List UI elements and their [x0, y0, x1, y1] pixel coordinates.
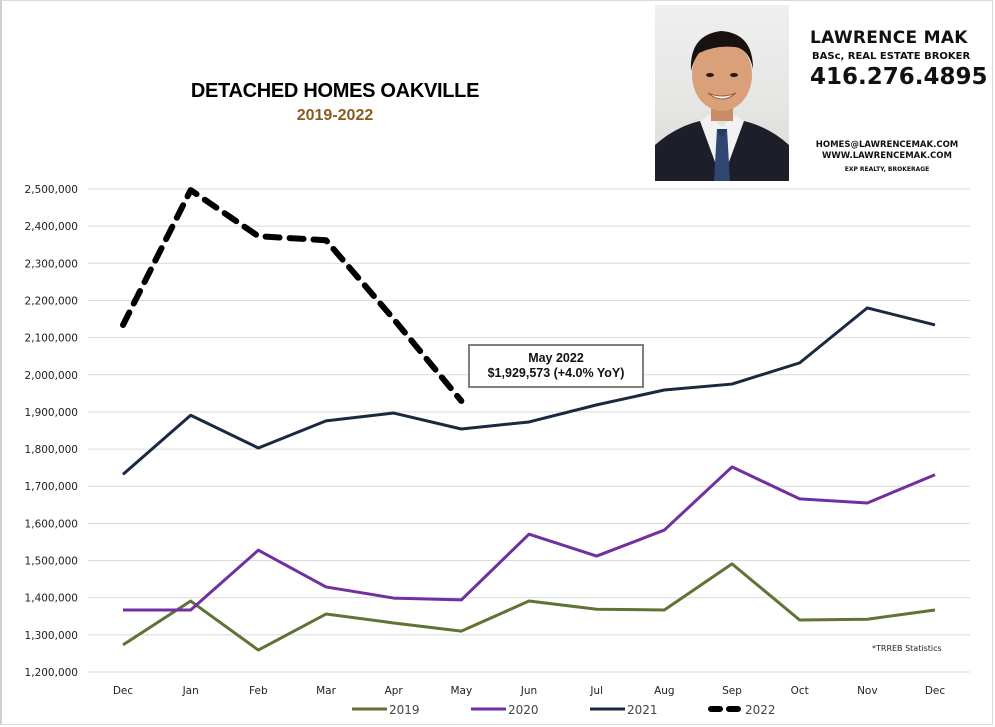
x-axis-ticks: Dec Jan Feb Mar Apr May Jun Jul Aug Sep Oct Nov Dec: [113, 685, 946, 697]
x-tick-label: Jun: [520, 685, 537, 697]
y-tick-label: 2,500,000: [25, 184, 78, 196]
y-tick-label: 1,500,000: [25, 556, 78, 568]
y-tick-label: 2,100,000: [25, 333, 78, 345]
series-line-2020: [123, 465, 936, 612]
legend: 2019 2020 2021 2022: [352, 703, 776, 717]
y-tick-label: 1,700,000: [25, 481, 78, 493]
y-tick-label: 1,200,000: [25, 667, 78, 679]
y-tick-label: 1,900,000: [25, 407, 78, 419]
x-tick-label: Dec: [113, 685, 134, 697]
agent-website: WWW.LAWRENCEMAK.COM: [822, 151, 952, 161]
agent-brokerage: EXP REALTY, BROKERAGE: [844, 166, 930, 173]
gridlines: [88, 188, 970, 673]
x-tick-label: Sep: [722, 685, 742, 697]
x-tick-label: Jan: [182, 685, 199, 697]
x-tick-label: Dec: [925, 685, 946, 697]
agent-photo: [655, 5, 789, 181]
legend-label-2022: 2022: [745, 703, 776, 717]
agent-card: LAWRENCE MAK BASc, REAL ESTATE BROKER 41…: [652, 2, 992, 182]
y-tick-label: 2,400,000: [25, 221, 78, 233]
source-note: *TRREB Statistics: [872, 644, 942, 653]
may-2022-callout: May 2022 $1,929,573 (+4.0% YoY): [468, 344, 644, 388]
y-tick-label: 2,000,000: [25, 370, 78, 382]
series-line-2019: [122, 562, 936, 652]
y-tick-label: 1,800,000: [25, 444, 78, 456]
agent-email: HOMES@LAWRENCEMAK.COM: [815, 140, 959, 150]
x-tick-label: Jul: [589, 685, 603, 697]
agent-role: BASc, REAL ESTATE BROKER: [812, 51, 971, 62]
legend-label-2019: 2019: [389, 703, 420, 717]
y-tick-label: 1,600,000: [25, 518, 78, 530]
x-tick-label: Feb: [249, 685, 268, 697]
x-tick-label: Nov: [857, 685, 878, 697]
y-tick-label: 1,400,000: [25, 593, 78, 605]
x-tick-label: Apr: [385, 685, 404, 697]
chart-title: DETACHED HOMES OAKVILLE: [190, 80, 480, 102]
y-tick-label: 2,200,000: [25, 295, 78, 307]
x-tick-label: May: [450, 685, 472, 697]
y-tick-label: 2,300,000: [25, 258, 78, 270]
x-tick-label: Aug: [654, 685, 675, 697]
chart-subtitle: 2019-2022: [296, 107, 374, 124]
x-tick-label: Mar: [316, 685, 336, 697]
legend-label-2021: 2021: [627, 703, 658, 717]
agent-phone: 416.276.4895: [810, 64, 988, 90]
y-axis-ticks: 1,200,000 1,300,000 1,400,000 1,500,000 1,60…: [25, 184, 78, 679]
callout-value: $1,929,573 (+4.0% YoY): [487, 366, 625, 380]
series-lines: [120, 187, 936, 652]
agent-name: LAWRENCE MAK: [810, 28, 968, 48]
y-tick-label: 1,300,000: [25, 630, 78, 642]
x-tick-label: Oct: [791, 685, 809, 697]
agent-portrait-icon: [655, 31, 789, 181]
callout-title: May 2022: [528, 351, 584, 365]
legend-label-2020: 2020: [508, 703, 539, 717]
series-line-2022: [120, 187, 465, 404]
